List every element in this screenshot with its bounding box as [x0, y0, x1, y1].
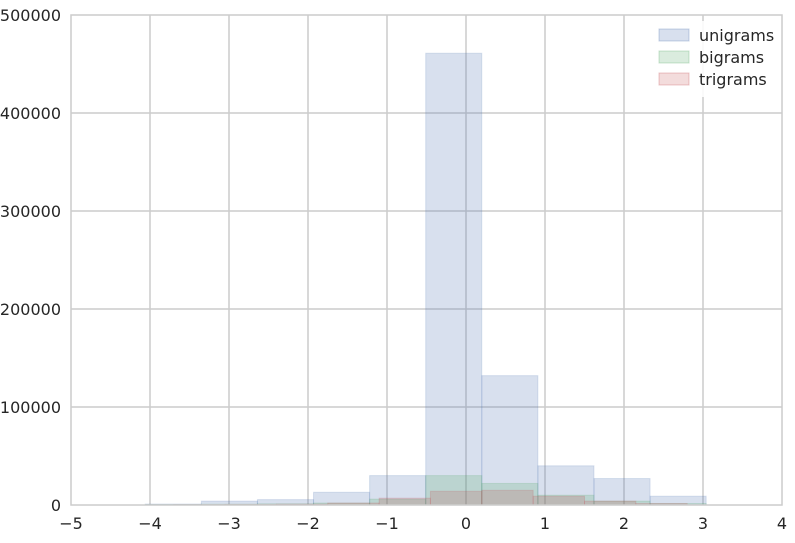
x-tick-label: −1 — [375, 514, 399, 533]
bar-trigrams — [379, 498, 430, 505]
x-tick-label: −2 — [296, 514, 320, 533]
x-tick-label: 0 — [461, 514, 471, 533]
y-tick-label: 300000 — [0, 202, 61, 221]
x-tick-label: 3 — [698, 514, 708, 533]
bar-unigrams — [426, 53, 482, 505]
y-tick-label: 0 — [51, 496, 61, 515]
y-tick-label: 500000 — [0, 6, 61, 25]
bar-trigrams — [533, 496, 584, 505]
legend-swatch-trigrams — [659, 73, 689, 85]
legend-swatch-unigrams — [659, 29, 689, 41]
x-tick-label: −3 — [217, 514, 241, 533]
legend-swatch-bigrams — [659, 51, 689, 63]
legend-label-bigrams: bigrams — [699, 48, 764, 67]
x-tick-label: −5 — [59, 514, 83, 533]
legend-label-trigrams: trigrams — [699, 70, 767, 89]
x-tick-label: 1 — [540, 514, 550, 533]
legend-label-unigrams: unigrams — [699, 26, 774, 45]
y-tick-label: 100000 — [0, 398, 61, 417]
x-tick-label: −4 — [138, 514, 162, 533]
x-tick-label: 4 — [777, 514, 787, 533]
x-tick-label: 2 — [619, 514, 629, 533]
y-tick-label: 400000 — [0, 104, 61, 123]
y-tick-label: 200000 — [0, 300, 61, 319]
bar-trigrams — [430, 491, 481, 505]
bar-trigrams — [482, 490, 533, 505]
legend: unigrams bigrams trigrams — [651, 21, 775, 97]
